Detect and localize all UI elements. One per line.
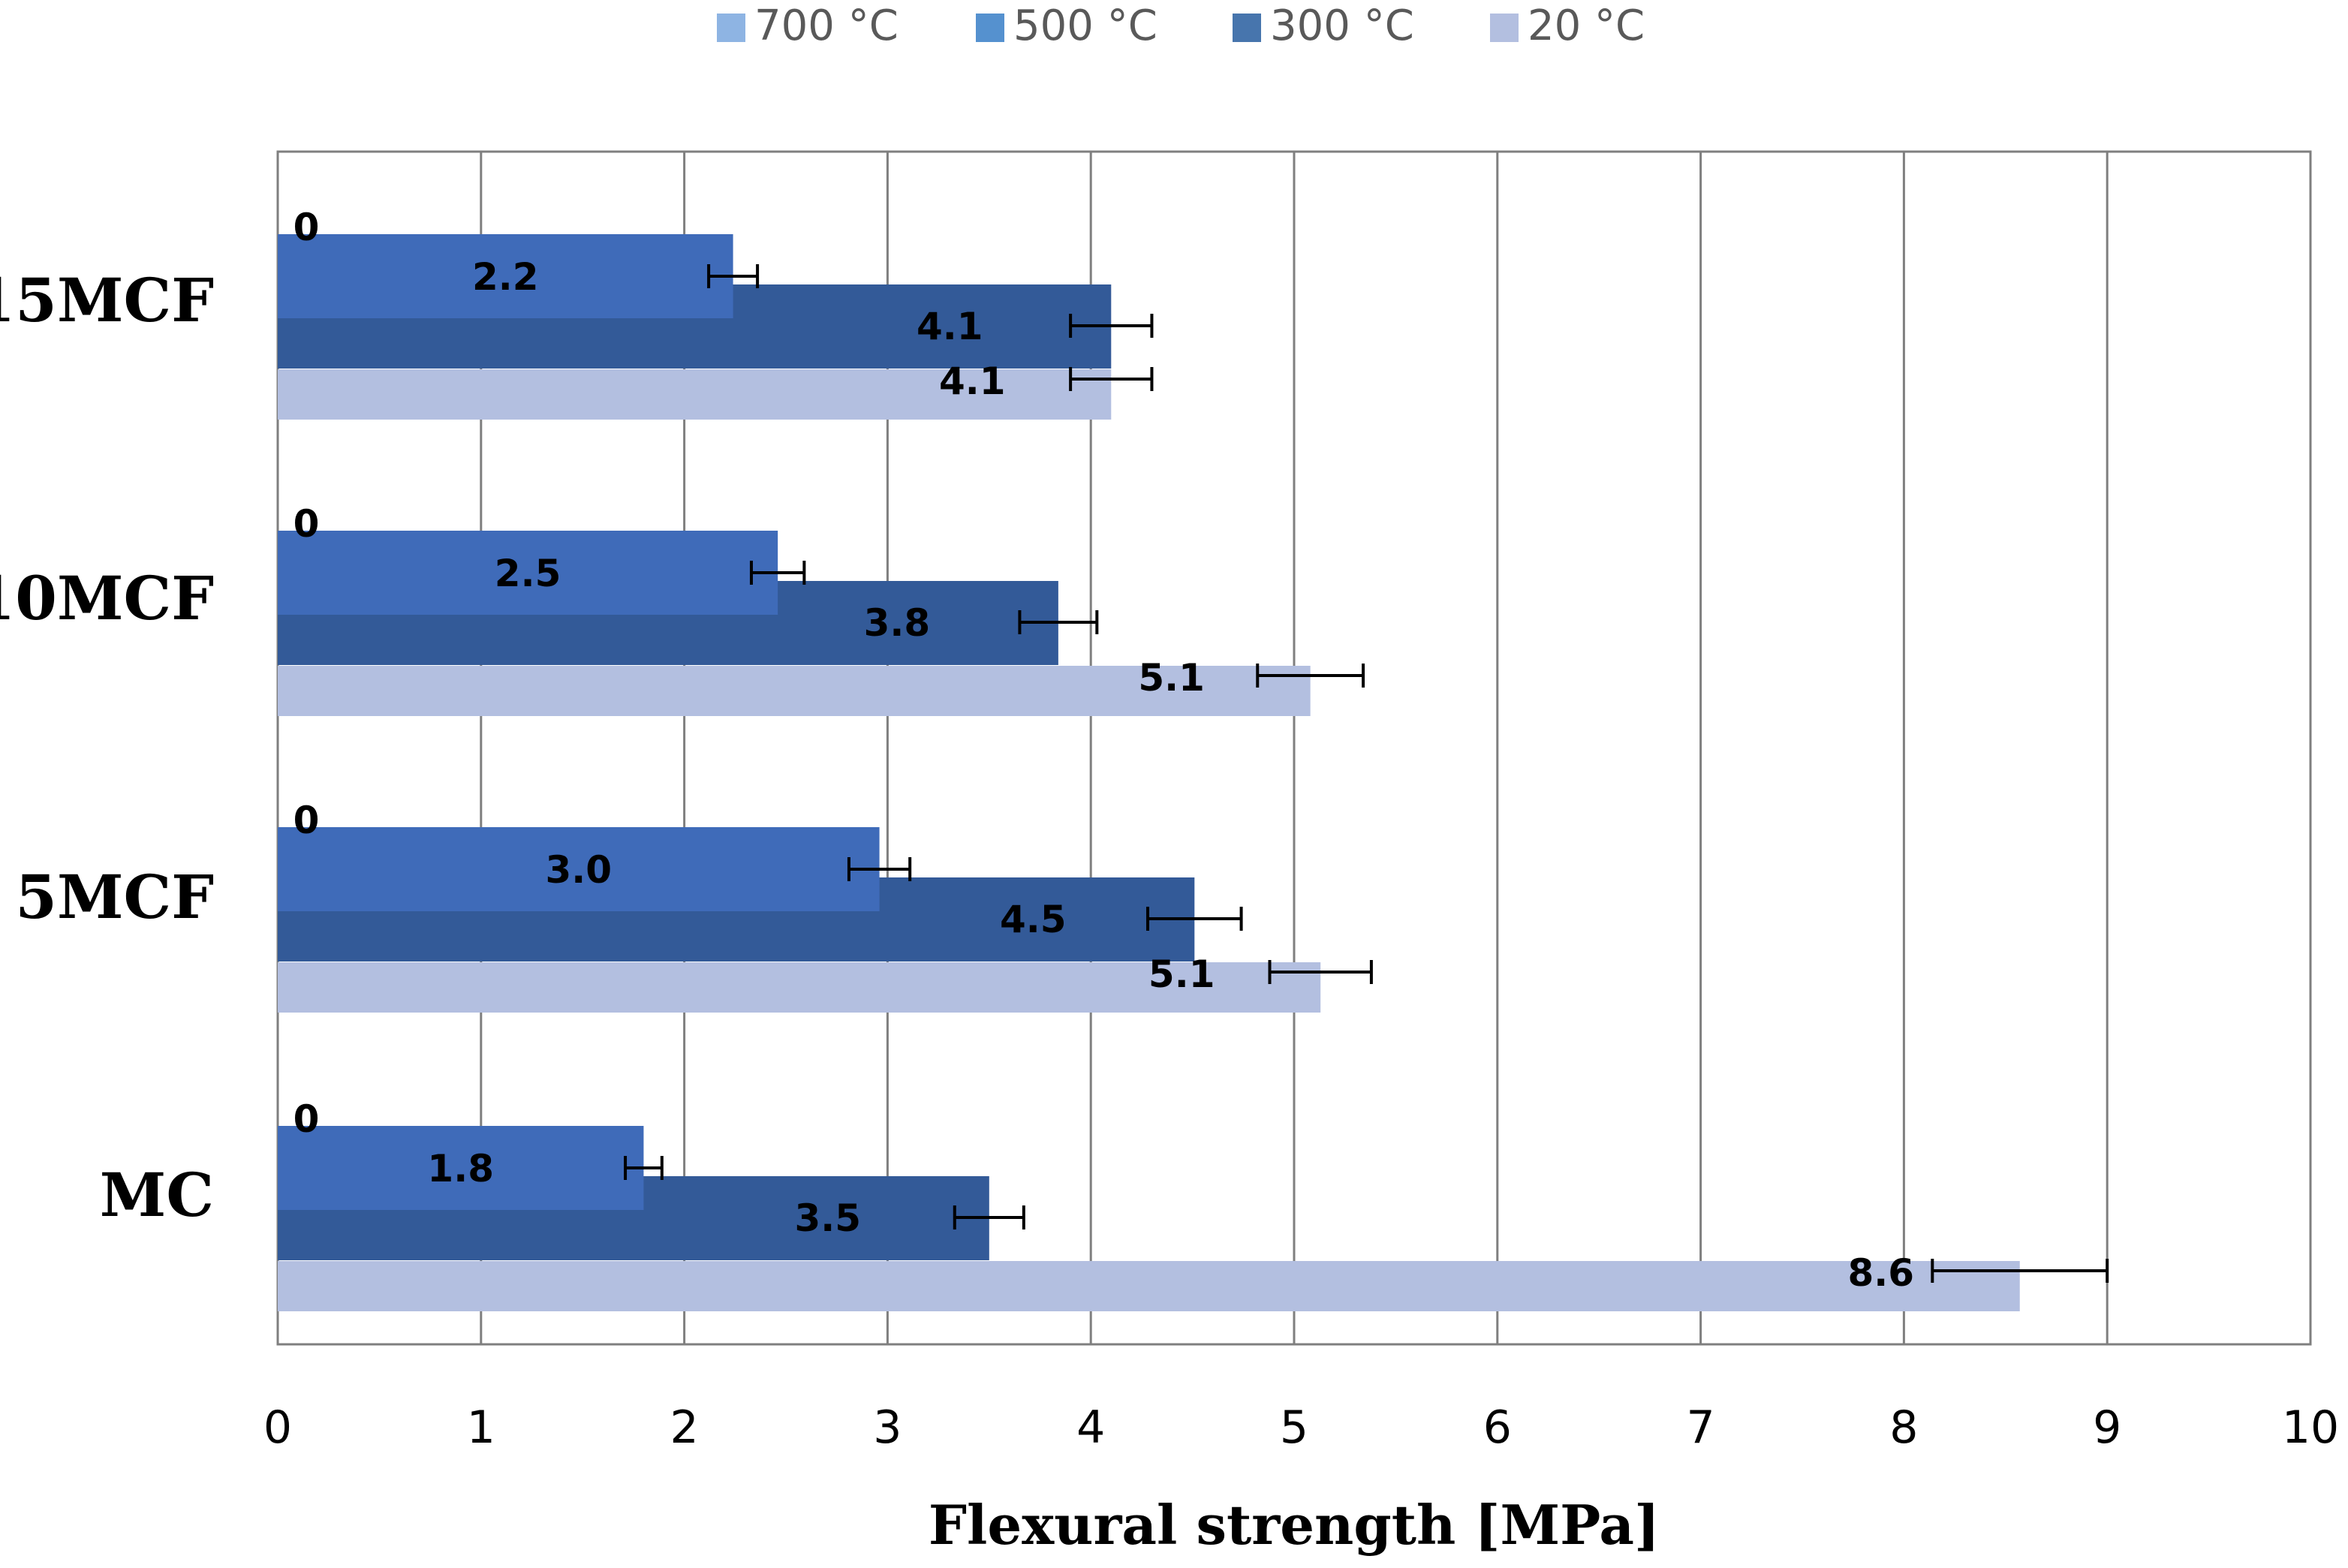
category-labels: 15MCF 10MCF 5MCF MC [0, 265, 214, 1230]
data-label: 8.6 [1847, 1251, 1914, 1295]
x-tick-label: 9 [2093, 1401, 2121, 1454]
data-labels: 0 2.2 4.1 4.1 0 2.5 3.8 5.1 0 3.0 4.5 5.1 0 1.8 3.5 8.6 [294, 206, 1914, 1295]
data-label: 3.8 [864, 601, 931, 645]
x-tick-label: 10 [2282, 1401, 2339, 1454]
bar-20c-15mcf [278, 369, 1112, 420]
plot-area-frame [276, 150, 2312, 1346]
category-label: MC [100, 1160, 214, 1230]
data-label: 5.1 [1138, 656, 1205, 700]
error-bars [624, 264, 2109, 1283]
legend-swatch [717, 14, 745, 42]
legend-label: 300 °C [1270, 2, 1414, 50]
x-tick-label: 1 [467, 1401, 495, 1454]
data-label: 5.1 [1148, 953, 1215, 996]
data-label: 2.5 [495, 552, 561, 595]
bar-500c-15mcf [278, 234, 733, 318]
data-label: 2.2 [472, 255, 539, 299]
category-label: 15MCF [0, 265, 214, 336]
x-tick-label: 4 [1076, 1401, 1105, 1454]
legend-label: 20 °C [1528, 2, 1645, 50]
x-tick-label: 0 [263, 1401, 292, 1454]
data-label: 3.0 [545, 848, 612, 892]
x-tick-label: 2 [670, 1401, 699, 1454]
x-tick-label: 8 [1889, 1401, 1918, 1454]
data-label: 0 [294, 206, 320, 249]
x-tick-label: 3 [873, 1401, 902, 1454]
bar-20c-mc [278, 1261, 2020, 1311]
data-label: 4.1 [939, 360, 1006, 403]
category-label: 5MCF [15, 862, 214, 932]
legend: 700 °C 500 °C 300 °C 20 °C [717, 2, 1645, 50]
x-tick-label: 6 [1483, 1401, 1512, 1454]
data-label: 0 [294, 1097, 320, 1141]
bar-500c-mc [278, 1126, 644, 1210]
data-label: 4.5 [1000, 898, 1067, 941]
bar-20c-5mcf [278, 962, 1321, 1013]
x-tick-labels: 0 1 2 3 4 5 6 7 8 9 10 [263, 1401, 2339, 1454]
x-tick-label: 7 [1687, 1401, 1715, 1454]
bars [278, 234, 2020, 1311]
data-label: 4.1 [917, 305, 983, 348]
bar-500c-10mcf [278, 531, 778, 615]
data-label: 3.5 [795, 1196, 862, 1240]
legend-swatch [1233, 14, 1261, 42]
x-tick-label: 5 [1280, 1401, 1308, 1454]
legend-label: 500 °C [1013, 2, 1157, 50]
legend-swatch [1490, 14, 1519, 42]
data-label: 0 [294, 502, 320, 546]
bar-500c-5mcf [278, 827, 880, 911]
category-label: 10MCF [0, 563, 214, 634]
x-axis-title: Flexural strength [MPa] [929, 1493, 1660, 1557]
data-label: 1.8 [427, 1147, 494, 1190]
data-label: 0 [294, 799, 320, 842]
legend-label: 700 °C [754, 2, 899, 50]
bar-20c-10mcf [278, 666, 1311, 716]
legend-swatch [976, 14, 1004, 42]
